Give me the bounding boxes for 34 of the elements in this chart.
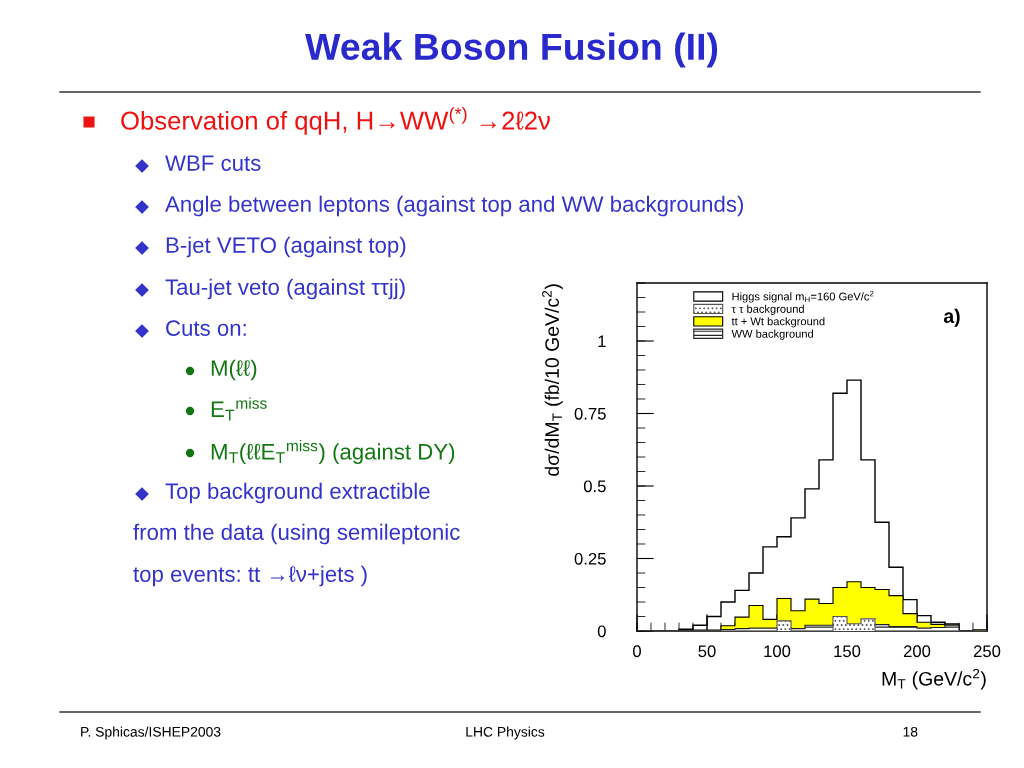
text: LHC Physics	[466, 726, 545, 740]
legend-label: tt + Wt background	[731, 317, 825, 328]
x-tick-label: 0	[633, 645, 641, 658]
legend-label: WW background	[731, 329, 813, 340]
text: Observation of qqH, H→WW$^{(*)}$ →2ℓ2ν	[121, 107, 550, 135]
y-axis-title: dσ/dM$_{T}$ (fb/10 GeV/c$^{2}$)	[542, 284, 563, 476]
x-tick-label: 250	[973, 645, 1001, 658]
text: top events: tt →ℓν+jets )	[133, 565, 367, 587]
text: from the data (using semileptonic	[133, 523, 460, 545]
chart-title: Weak Boson Fusion (II)	[305, 32, 718, 68]
x-tick-label: 150	[834, 645, 861, 658]
text: M(ℓℓ)	[211, 359, 257, 381]
x-tick-label: 200	[903, 645, 931, 658]
y-tick-label: 1	[598, 335, 606, 348]
text: E$_{T}$$^{miss}$	[211, 397, 267, 421]
text: Tau-jet veto (against ττjj)	[165, 278, 405, 300]
text: 18	[903, 726, 918, 737]
y-tick-label: 0.25	[574, 552, 606, 565]
text: Top background extractible	[165, 482, 430, 504]
x-tick-label: 100	[764, 645, 791, 658]
y-tick-label: 0.5	[583, 480, 606, 493]
text: Cuts on:	[166, 320, 246, 336]
x-tick-label: 50	[698, 645, 716, 658]
annotation: a)	[943, 308, 960, 327]
legend-label: τ τ background	[731, 304, 804, 316]
text: Angle between leptons (against top and WW backgrounds)	[165, 195, 743, 217]
text: WBF cuts	[165, 155, 261, 171]
text: B-jet VETO (against top)	[166, 236, 406, 258]
y-tick-label: 0	[597, 625, 606, 638]
x-axis-title: M$_{T}$ (GeV/c$^{2}$)	[882, 668, 986, 690]
text: P. Sphicas/ISHEP2003	[81, 726, 221, 740]
text: M$_{T}$(ℓℓE$_{T}$$^{miss}$) (against DY)	[211, 439, 455, 464]
legend-label: Higgs signal m$_{H}$=160 GeV/c$^{2}$	[732, 290, 874, 303]
y-tick-label: 0.75	[574, 407, 606, 420]
